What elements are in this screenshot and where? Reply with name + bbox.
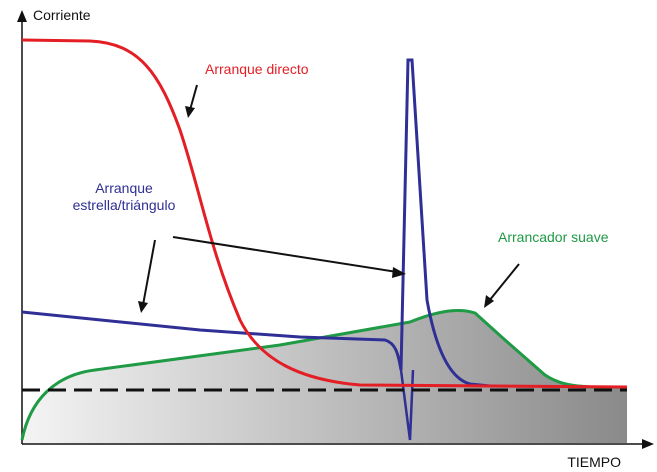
series-star-delta-line xyxy=(21,58,491,388)
soft-starter-label: Arrancador suave xyxy=(498,229,609,245)
direct-start-label: Arranque directo xyxy=(205,61,309,77)
y-axis-label: Corriente xyxy=(33,7,91,23)
series-direct-start-line xyxy=(21,38,628,389)
series-soft-starter-line xyxy=(20,308,627,441)
soft-starter-arrow xyxy=(484,263,520,308)
soft-starter-area xyxy=(22,310,627,443)
star-delta-arrow-left xyxy=(138,239,156,313)
direct-arrow xyxy=(185,84,198,118)
x-axis-arrow xyxy=(642,439,654,449)
star-delta-label-line2: estrella/triángulo xyxy=(73,197,176,213)
star-delta-label-line1: Arranque xyxy=(95,180,153,196)
star-delta-spike-dip xyxy=(399,369,415,441)
star-delta-arrow-right xyxy=(172,236,406,278)
x-axis-label: TIEMPO xyxy=(567,454,621,470)
y-axis-arrow xyxy=(17,10,27,22)
